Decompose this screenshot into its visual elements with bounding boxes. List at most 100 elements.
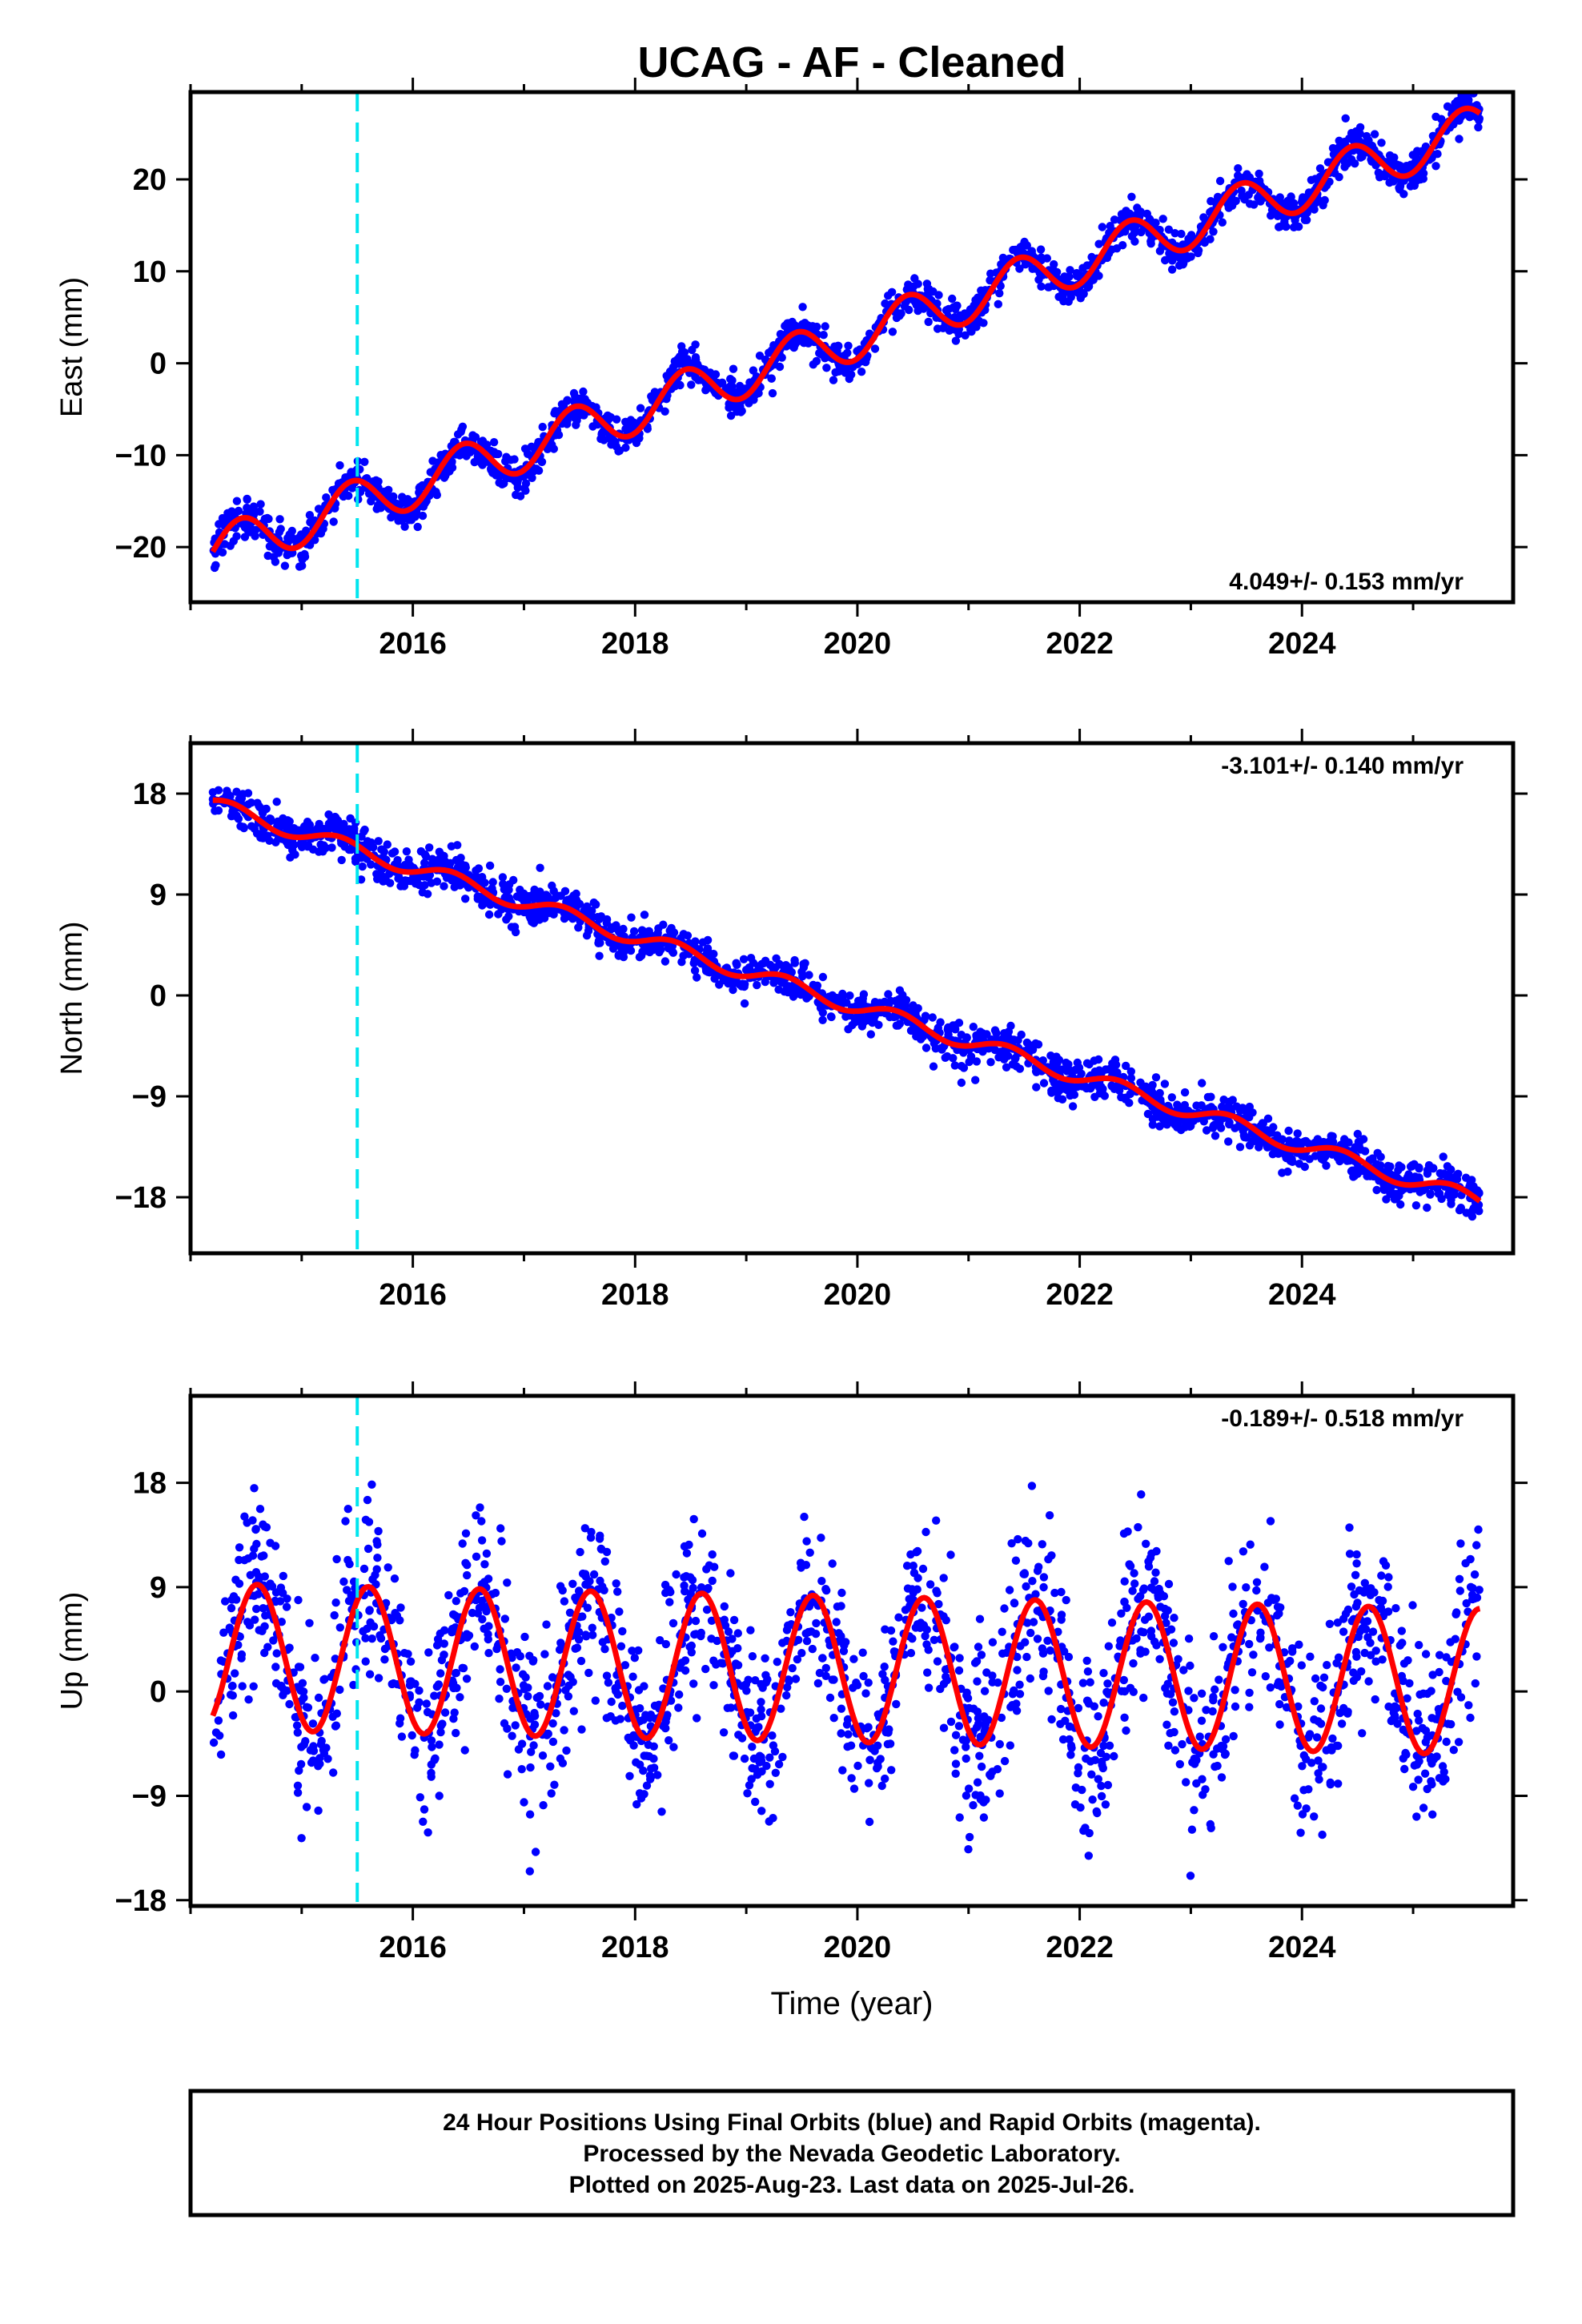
data-point xyxy=(1130,237,1139,246)
data-point xyxy=(1315,1775,1323,1784)
data-point xyxy=(525,1867,534,1876)
data-point xyxy=(827,1012,836,1022)
data-point xyxy=(1455,1206,1464,1215)
data-point xyxy=(661,407,669,416)
data-point xyxy=(821,322,829,331)
data-point xyxy=(1177,229,1186,239)
data-point xyxy=(350,826,359,835)
velocity-label: 4.049+/- 0.153 mm/yr xyxy=(1229,569,1464,595)
data-point xyxy=(305,820,315,830)
data-point xyxy=(977,286,986,295)
data-point xyxy=(1206,235,1215,243)
data-point xyxy=(1062,1595,1070,1605)
data-point xyxy=(661,957,670,966)
data-point xyxy=(817,1654,827,1663)
data-point xyxy=(1350,1590,1359,1599)
data-point xyxy=(602,919,611,927)
data-point xyxy=(630,1654,639,1663)
data-point xyxy=(1245,1141,1255,1150)
data-point xyxy=(1184,1634,1194,1643)
data-point xyxy=(1304,1785,1313,1794)
data-point xyxy=(228,1711,238,1720)
data-point xyxy=(636,1794,646,1803)
data-point xyxy=(653,1771,662,1779)
data-point xyxy=(1310,1812,1319,1821)
data-point xyxy=(1243,170,1251,179)
data-point xyxy=(435,1791,444,1800)
data-point xyxy=(1170,1727,1178,1737)
data-point xyxy=(1462,1598,1471,1608)
y-tick-label: 20 xyxy=(133,163,167,197)
data-point xyxy=(1466,1179,1475,1188)
data-point xyxy=(389,1679,398,1688)
data-point xyxy=(733,407,741,416)
data-point xyxy=(1415,1641,1423,1650)
data-point xyxy=(765,1753,774,1762)
data-points xyxy=(209,92,1484,573)
data-point xyxy=(358,862,367,871)
data-point xyxy=(569,396,579,406)
data-point xyxy=(1169,1638,1178,1647)
data-point xyxy=(1107,1081,1116,1090)
data-point xyxy=(1252,1586,1261,1595)
data-point xyxy=(916,1031,925,1041)
data-point xyxy=(1126,1067,1136,1076)
data-point xyxy=(1423,1784,1431,1794)
data-point xyxy=(395,873,404,882)
data-point xyxy=(305,1618,314,1628)
data-point xyxy=(315,847,323,856)
data-point xyxy=(415,1698,424,1707)
data-point xyxy=(1340,163,1349,171)
data-point xyxy=(524,1692,532,1701)
data-point xyxy=(1335,143,1343,152)
data-point xyxy=(682,1549,692,1558)
data-point xyxy=(1275,193,1285,202)
data-point xyxy=(919,304,928,313)
data-point xyxy=(894,1613,903,1622)
data-point xyxy=(400,522,409,531)
data-point xyxy=(887,1766,896,1775)
x-tick-label: 2016 xyxy=(379,1278,447,1312)
data-point xyxy=(436,850,445,859)
data-point xyxy=(921,1631,930,1641)
data-point xyxy=(1423,1203,1431,1212)
data-point xyxy=(1130,223,1139,232)
data-point xyxy=(438,1719,447,1728)
data-point xyxy=(1282,222,1291,231)
data-point xyxy=(619,924,628,934)
data-point xyxy=(1033,1634,1042,1643)
data-point xyxy=(1383,1607,1393,1616)
data-point xyxy=(415,880,424,890)
plot-frame xyxy=(188,90,1516,605)
data-point xyxy=(544,907,553,917)
data-point xyxy=(1401,1748,1410,1758)
data-point xyxy=(740,982,749,991)
data-point xyxy=(1253,1137,1262,1147)
data-point xyxy=(272,798,281,806)
data-point xyxy=(721,1621,730,1630)
data-point xyxy=(1121,1095,1130,1104)
data-point xyxy=(547,1789,556,1798)
data-point xyxy=(1431,162,1440,171)
data-point xyxy=(408,1731,416,1740)
data-point xyxy=(238,1682,247,1691)
data-point xyxy=(1237,1105,1246,1114)
data-point xyxy=(1353,1129,1363,1139)
data-point xyxy=(263,1642,272,1651)
data-point xyxy=(797,1563,805,1572)
data-point xyxy=(724,1627,733,1636)
data-point xyxy=(1449,1746,1459,1755)
data-point xyxy=(335,460,344,470)
data-point xyxy=(769,964,777,973)
data-point xyxy=(572,889,580,899)
data-point xyxy=(797,1649,806,1658)
data-point xyxy=(997,259,1006,269)
data-point xyxy=(448,458,456,467)
data-point xyxy=(589,1570,599,1579)
data-point xyxy=(411,1746,420,1755)
data-point xyxy=(1006,1741,1015,1750)
data-point xyxy=(534,466,544,475)
data-point xyxy=(618,1701,627,1711)
data-point xyxy=(276,525,285,533)
data-point xyxy=(1359,1588,1368,1597)
